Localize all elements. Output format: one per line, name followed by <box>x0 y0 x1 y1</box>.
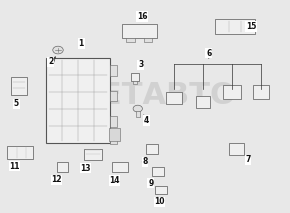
Text: 12: 12 <box>51 176 62 184</box>
FancyBboxPatch shape <box>229 143 244 155</box>
Circle shape <box>133 105 142 112</box>
Text: 8: 8 <box>142 157 148 166</box>
Text: 6: 6 <box>206 49 211 58</box>
FancyBboxPatch shape <box>7 146 33 159</box>
Text: 16: 16 <box>137 12 147 21</box>
FancyBboxPatch shape <box>46 58 110 143</box>
Text: 10: 10 <box>154 197 165 206</box>
Text: 2: 2 <box>48 57 53 66</box>
Text: АЛЕТАВТО: АЛЕТАВТО <box>53 81 237 110</box>
Text: 11: 11 <box>9 162 20 171</box>
FancyBboxPatch shape <box>112 162 128 172</box>
FancyBboxPatch shape <box>110 91 117 101</box>
Text: 7: 7 <box>245 155 251 164</box>
FancyBboxPatch shape <box>110 65 117 76</box>
Circle shape <box>53 46 63 54</box>
FancyBboxPatch shape <box>146 144 158 154</box>
FancyBboxPatch shape <box>166 92 182 104</box>
FancyBboxPatch shape <box>215 19 255 34</box>
Text: 5: 5 <box>14 99 19 108</box>
FancyBboxPatch shape <box>253 85 269 98</box>
FancyBboxPatch shape <box>84 149 102 160</box>
Text: 13: 13 <box>80 164 91 173</box>
FancyBboxPatch shape <box>126 38 135 42</box>
FancyBboxPatch shape <box>196 96 210 108</box>
FancyBboxPatch shape <box>109 128 120 141</box>
FancyBboxPatch shape <box>155 186 167 194</box>
Text: 4: 4 <box>144 116 149 125</box>
FancyBboxPatch shape <box>144 38 152 42</box>
FancyBboxPatch shape <box>133 81 137 84</box>
FancyBboxPatch shape <box>57 162 68 172</box>
FancyBboxPatch shape <box>136 111 140 117</box>
Text: 1: 1 <box>79 39 84 48</box>
Text: 3: 3 <box>138 60 143 69</box>
FancyBboxPatch shape <box>110 133 117 144</box>
FancyBboxPatch shape <box>122 24 157 38</box>
FancyBboxPatch shape <box>223 85 241 98</box>
Text: 15: 15 <box>246 22 256 31</box>
FancyBboxPatch shape <box>11 77 27 95</box>
FancyBboxPatch shape <box>130 73 139 81</box>
FancyBboxPatch shape <box>152 167 164 176</box>
FancyBboxPatch shape <box>110 116 117 127</box>
Text: 9: 9 <box>148 179 153 188</box>
Text: 14: 14 <box>109 176 120 185</box>
